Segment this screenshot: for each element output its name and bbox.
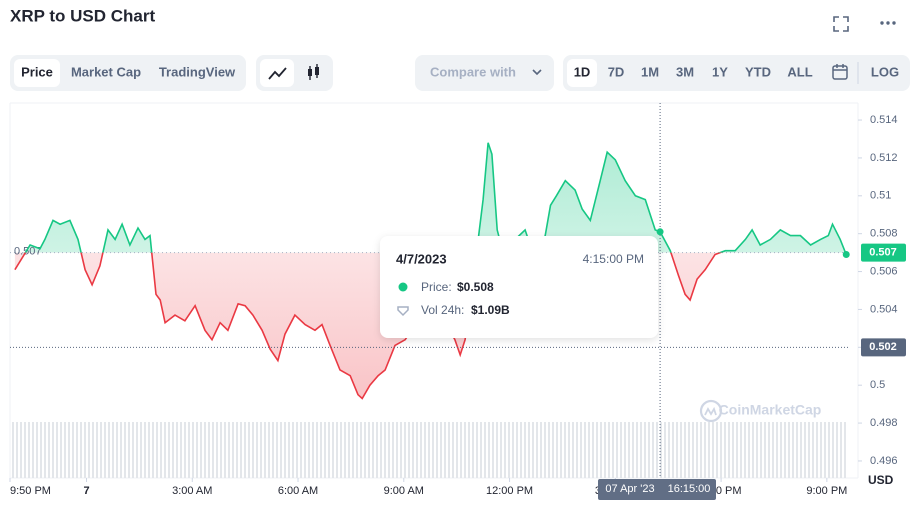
range-button[interactable]: 3M xyxy=(676,64,694,79)
expand-icon xyxy=(833,16,849,32)
volume-icon xyxy=(397,306,409,317)
calendar-lines xyxy=(833,64,847,71)
compare-dropdown[interactable]: Compare with xyxy=(415,55,554,91)
last-point xyxy=(842,251,850,259)
dot xyxy=(880,21,884,25)
watermark: CoinMarketCap xyxy=(719,402,822,418)
tooltip-time: 4:15:00 PM xyxy=(583,252,644,266)
y-tick-label: 0.506 xyxy=(870,265,898,277)
tooltip-box xyxy=(380,236,658,338)
calendar-icon xyxy=(832,65,848,80)
y-tick-label: 0.5 xyxy=(870,379,885,391)
tab-group xyxy=(10,55,246,91)
line-icon xyxy=(268,67,287,80)
candle-body xyxy=(315,67,319,75)
y-tick-label: 0.496 xyxy=(870,455,898,467)
y-tick-label: 0.508 xyxy=(870,228,898,240)
volume-band xyxy=(10,422,848,478)
calendar-button[interactable] xyxy=(832,64,848,80)
y-tick-label: 0.514 xyxy=(870,114,898,126)
active-range xyxy=(567,59,597,87)
crosshair-x-tag xyxy=(598,479,716,500)
x-tick-label: 6:00 AM xyxy=(278,485,318,497)
tooltip: 4/7/2023 4:15:00 PM Price: $0.508 Vol 24h: $1… xyxy=(380,236,658,338)
area-up xyxy=(14,142,847,253)
candle-chart-button[interactable] xyxy=(308,64,319,80)
x-tick-label: 9:00 AM xyxy=(384,485,424,497)
logo-ring xyxy=(699,399,723,423)
baseline-label: 0.507 xyxy=(14,246,42,258)
hover-point xyxy=(656,228,664,236)
watermark-logo xyxy=(699,399,723,423)
x-tick-label: 7 xyxy=(83,485,89,497)
range-button[interactable]: 1Y xyxy=(712,64,728,79)
range-button[interactable]: 1M xyxy=(641,64,659,79)
range-button[interactable]: YTD xyxy=(745,64,771,79)
line-chart-button[interactable] xyxy=(260,59,294,87)
crosshair-date: 07 Apr '23 xyxy=(605,483,654,495)
active-tab xyxy=(14,59,60,87)
tooltip-date: 4/7/2023 xyxy=(396,251,447,266)
fullscreen-button[interactable] xyxy=(833,16,849,32)
tooltip-price-label: Price: xyxy=(421,280,452,294)
price-bullet xyxy=(398,282,408,292)
logo-mark xyxy=(704,406,717,416)
area-down xyxy=(14,252,847,399)
range-button[interactable]: 1D xyxy=(574,64,591,79)
compare-box xyxy=(415,55,554,91)
tab-button[interactable]: Price xyxy=(21,64,53,79)
chevron xyxy=(532,69,542,76)
y-tick-label: 0.504 xyxy=(870,303,898,315)
price-line-up xyxy=(24,142,847,253)
current-price-tag xyxy=(861,243,906,262)
tooltip-volume: $1.09B xyxy=(471,303,510,317)
chart-title: XRP to USD Chart xyxy=(10,6,155,25)
tooltip-volume-label: Vol 24h: xyxy=(421,303,464,317)
hover-price-tag xyxy=(861,338,906,357)
more-button[interactable] xyxy=(880,21,896,25)
x-tick-label: 9:50 PM xyxy=(10,485,51,497)
x-tick-label: 3:00 AM xyxy=(172,485,212,497)
dot xyxy=(892,21,896,25)
x-tick-label: 12:00 PM xyxy=(486,485,533,497)
tab-button[interactable]: TradingView xyxy=(159,64,236,79)
dot xyxy=(886,21,890,25)
y-tick-label: 0.512 xyxy=(870,152,898,164)
tooltip-price: $0.508 xyxy=(457,280,494,294)
range-group xyxy=(563,55,910,91)
crosshair-time: 16:15:00 xyxy=(668,483,711,495)
current-price-label: 0.507 xyxy=(869,247,897,259)
log-toggle[interactable]: LOG xyxy=(871,64,899,79)
hover-price-label: 0.502 xyxy=(869,341,897,353)
range-button[interactable]: 7D xyxy=(608,64,625,79)
y-tick-label: 0.498 xyxy=(870,417,898,429)
y-axis-label: USD xyxy=(868,473,894,487)
range-button[interactable]: ALL xyxy=(787,64,812,79)
candle-body xyxy=(308,69,312,76)
tab-button[interactable]: Market Cap xyxy=(71,64,141,79)
compare-label: Compare with xyxy=(430,64,516,79)
y-tick-label: 0.51 xyxy=(870,190,891,202)
x-tick-label: 9:00 PM xyxy=(806,485,847,497)
